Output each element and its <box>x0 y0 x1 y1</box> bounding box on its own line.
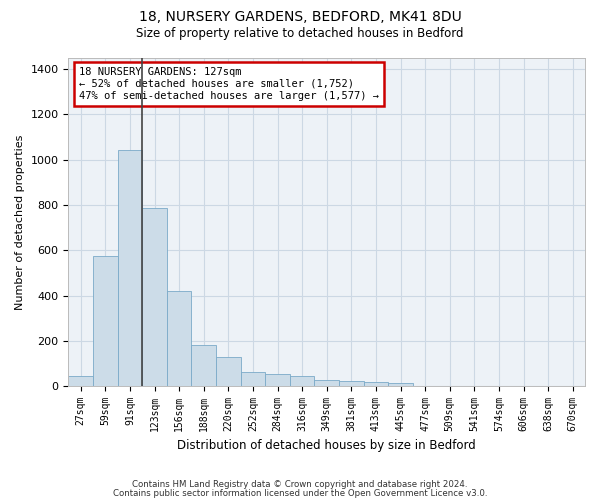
Y-axis label: Number of detached properties: Number of detached properties <box>15 134 25 310</box>
Bar <box>142 208 167 386</box>
Bar <box>216 357 241 386</box>
Bar <box>241 372 265 386</box>
Bar <box>68 376 93 386</box>
Bar <box>265 374 290 386</box>
Text: Contains public sector information licensed under the Open Government Licence v3: Contains public sector information licen… <box>113 490 487 498</box>
Text: Size of property relative to detached houses in Bedford: Size of property relative to detached ho… <box>136 28 464 40</box>
Text: 18 NURSERY GARDENS: 127sqm
← 52% of detached houses are smaller (1,752)
47% of s: 18 NURSERY GARDENS: 127sqm ← 52% of deta… <box>79 68 379 100</box>
Text: 18, NURSERY GARDENS, BEDFORD, MK41 8DU: 18, NURSERY GARDENS, BEDFORD, MK41 8DU <box>139 10 461 24</box>
Bar <box>93 256 118 386</box>
Bar <box>290 376 314 386</box>
Bar <box>118 150 142 386</box>
Bar <box>364 382 388 386</box>
Bar <box>388 384 413 386</box>
Bar <box>191 346 216 386</box>
X-axis label: Distribution of detached houses by size in Bedford: Distribution of detached houses by size … <box>178 440 476 452</box>
Bar <box>314 380 339 386</box>
Text: Contains HM Land Registry data © Crown copyright and database right 2024.: Contains HM Land Registry data © Crown c… <box>132 480 468 489</box>
Bar <box>339 380 364 386</box>
Bar <box>167 291 191 386</box>
